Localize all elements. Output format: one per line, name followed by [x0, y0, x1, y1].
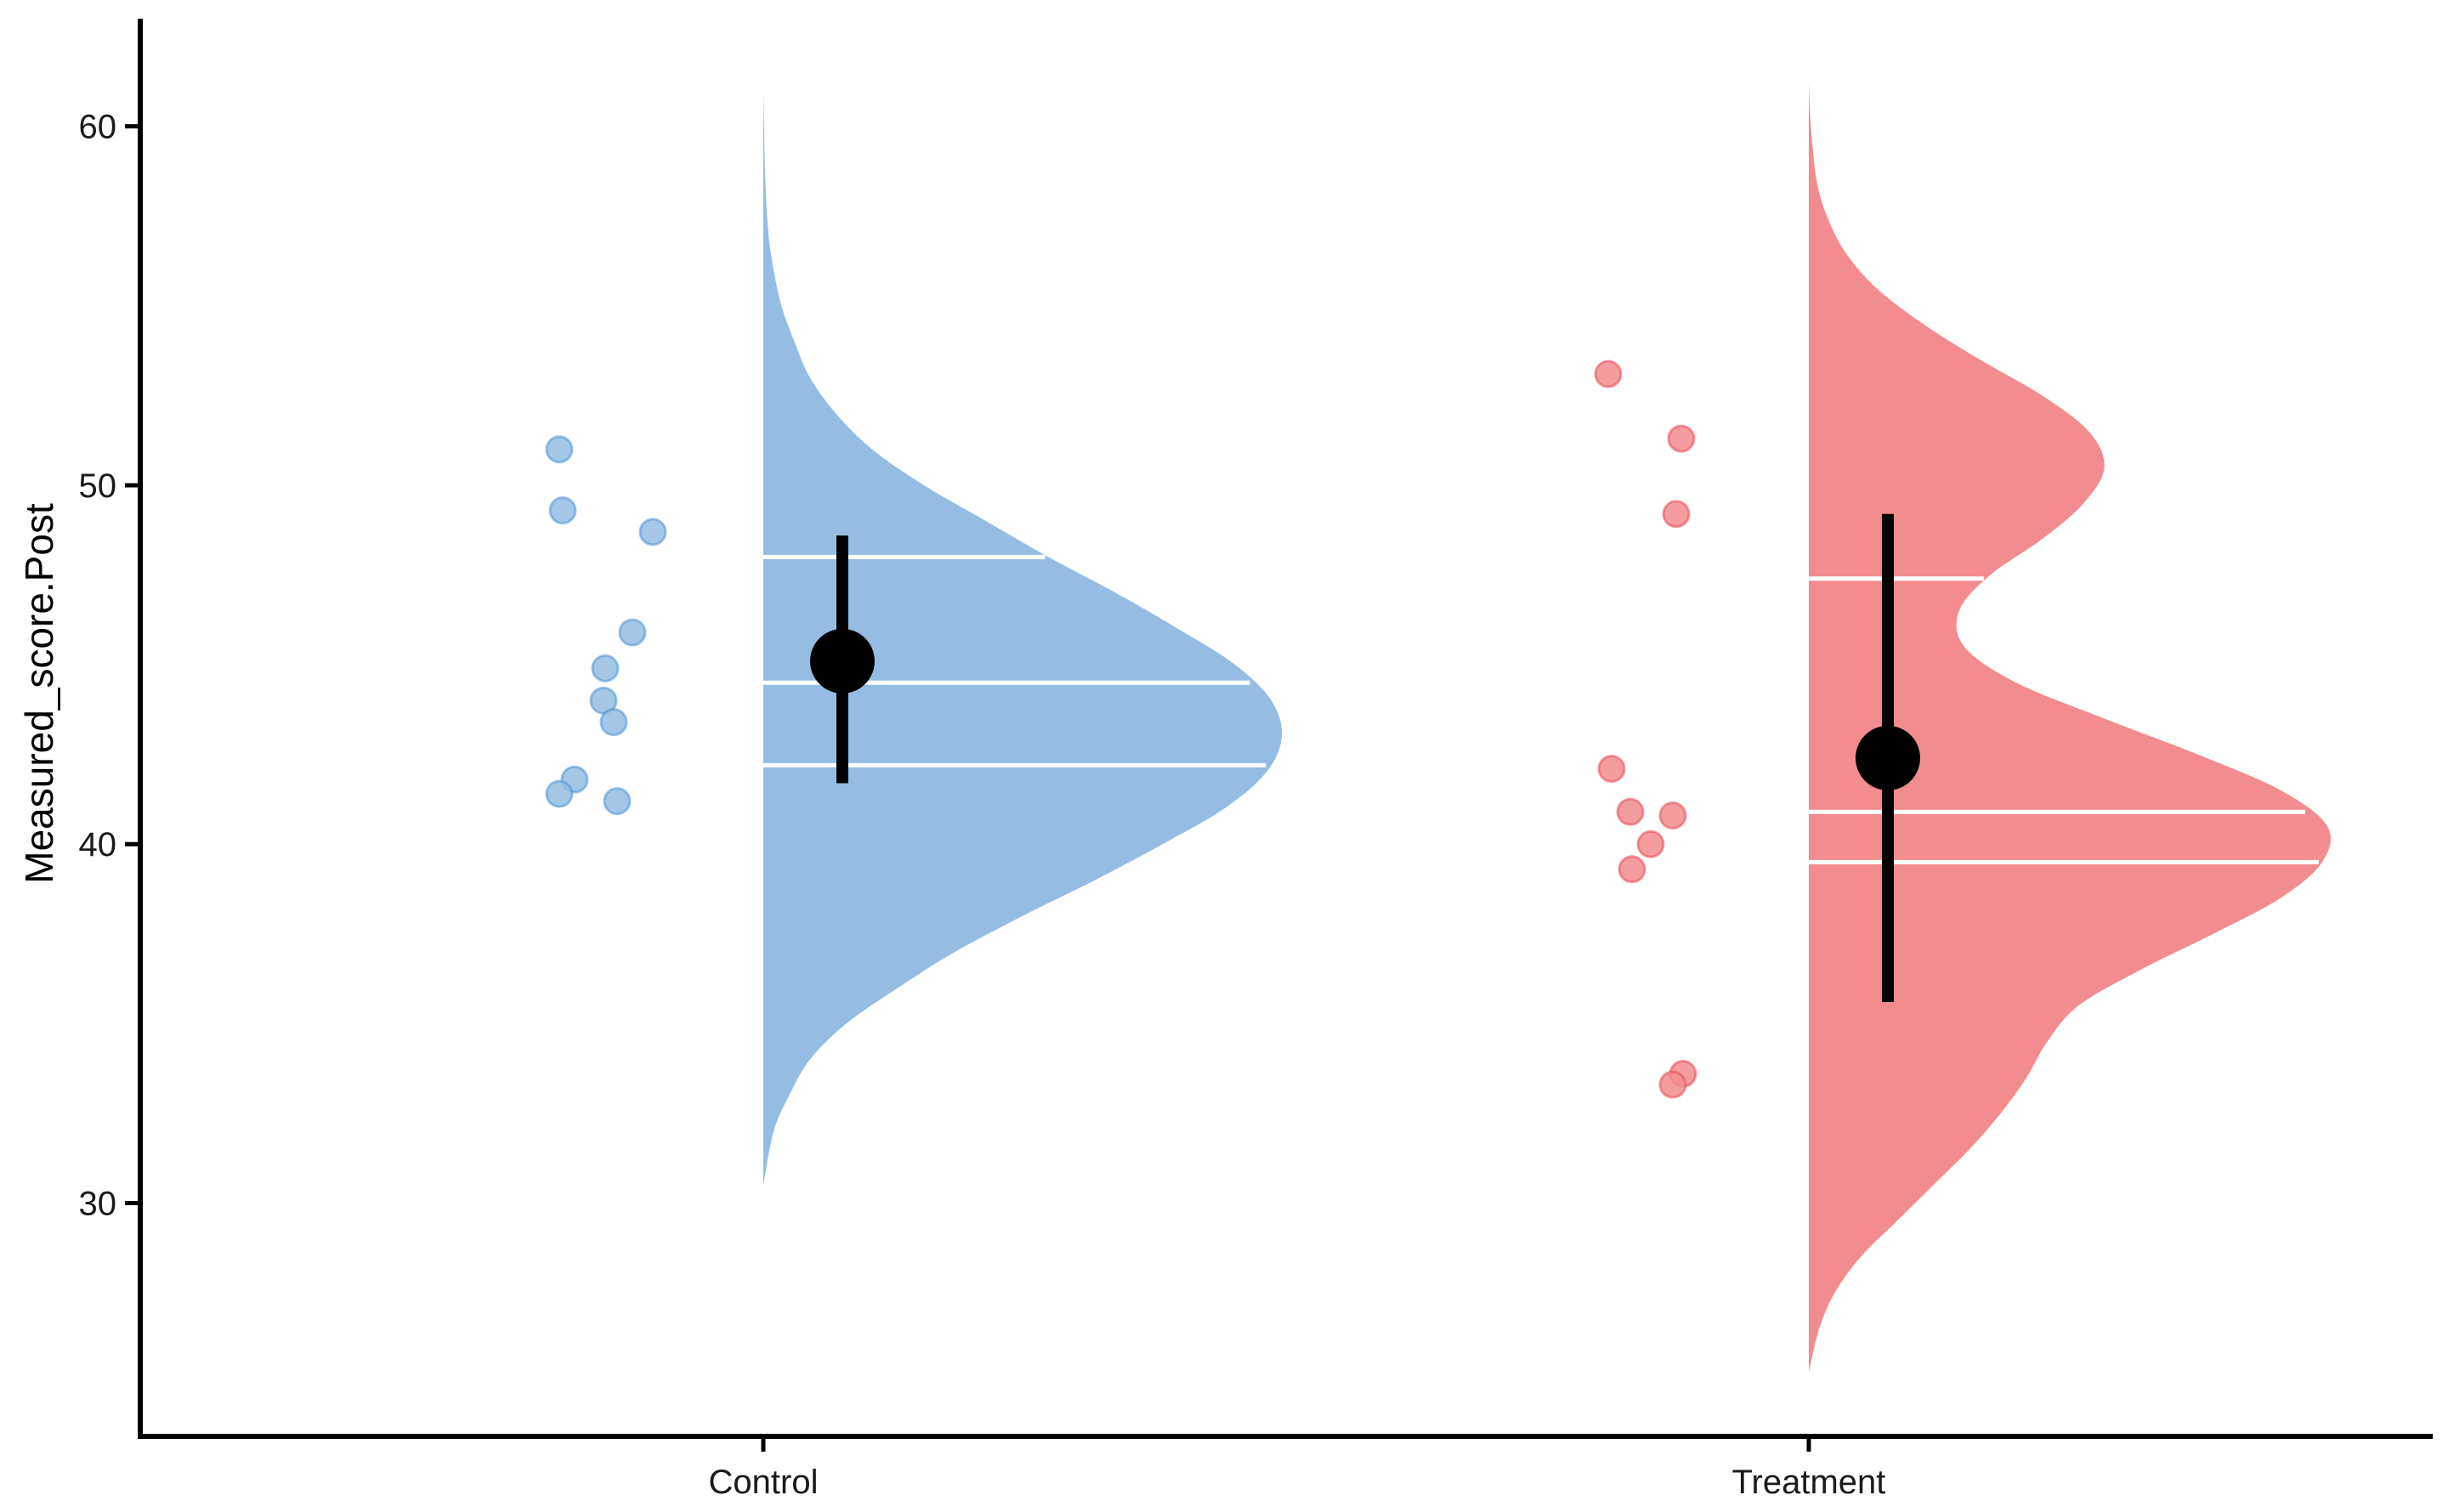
mean-point-treatment — [1856, 725, 1920, 790]
x-tick-label: Control — [709, 1464, 819, 1501]
density-treatment — [1809, 83, 2332, 1372]
jitter-points-layer — [545, 360, 1697, 1099]
data-point-control — [603, 787, 632, 816]
data-point-control — [618, 618, 647, 647]
density-layer — [763, 83, 2332, 1372]
data-point-control — [599, 708, 628, 737]
y-tick-label: 60 — [79, 109, 117, 146]
y-axis-ticks: 30 40 50 60 — [79, 109, 140, 1223]
data-point-treatment — [1658, 801, 1687, 830]
data-point-treatment — [1616, 797, 1645, 826]
data-point-control — [545, 779, 574, 808]
data-point-control — [638, 518, 667, 546]
data-point-treatment — [1667, 424, 1696, 453]
density-control — [763, 90, 1283, 1186]
axes-layer: 30 40 50 60 Control Treatment — [79, 19, 2433, 1501]
data-point-control — [545, 435, 574, 464]
data-point-treatment — [1636, 830, 1665, 858]
y-tick-label: 40 — [79, 826, 117, 864]
mean-point-control — [810, 628, 875, 694]
x-axis-ticks: Control Treatment — [709, 1436, 1886, 1501]
data-point-control — [591, 654, 620, 682]
x-tick-label: Treatment — [1732, 1464, 1886, 1501]
data-point-control — [548, 496, 577, 525]
data-point-treatment — [1658, 1070, 1687, 1099]
data-point-treatment — [1662, 500, 1691, 529]
y-tick-label: 30 — [79, 1186, 117, 1223]
data-point-treatment — [1618, 855, 1646, 884]
y-tick-label: 50 — [79, 467, 117, 505]
data-point-treatment — [1597, 755, 1626, 784]
y-axis-title: Measured_score.Post — [17, 503, 61, 884]
data-point-treatment — [1594, 360, 1623, 388]
summary-layer — [810, 513, 1920, 1003]
